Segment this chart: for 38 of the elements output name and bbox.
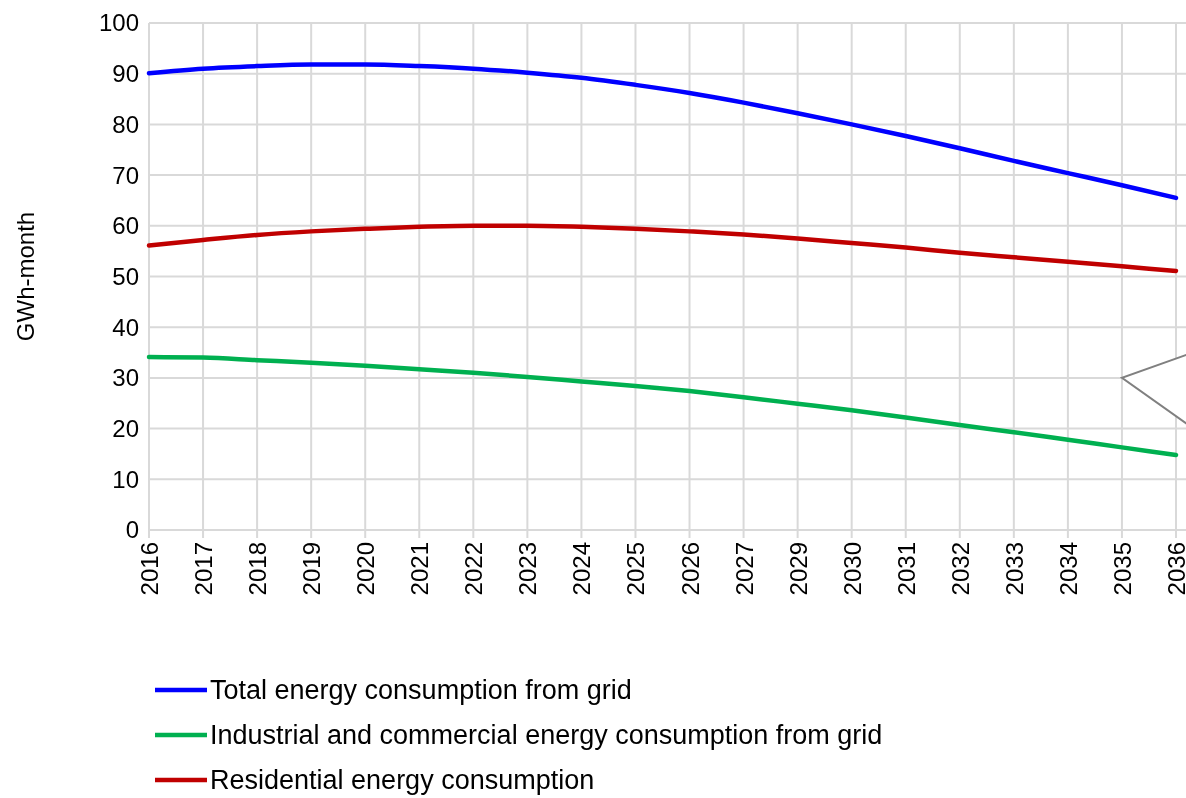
x-tick-label: 2034 [1054,542,1082,596]
line-series [146,354,1179,458]
x-tick-label: 2016 [136,542,163,596]
x-tick-label: 2025 [622,542,650,596]
y-tick-label: 50 [112,262,139,290]
x-tick-label: 2024 [568,542,596,596]
x-tick-label: 2036 [1163,542,1186,596]
line-series [146,223,1179,274]
x-tick-label: 2021 [406,542,434,596]
y-tick-label: 0 [125,516,139,544]
x-tick-label: 2018 [244,542,272,596]
x-tick-label: 2020 [352,542,380,596]
x-tick-label: 2033 [1000,542,1028,596]
x-tick-label: 2032 [946,542,974,596]
x-tick-label: 2027 [730,542,758,596]
x-tick-label: 2023 [514,542,542,596]
x-tick-label: 2035 [1108,542,1136,596]
y-tick-label: 20 [112,415,139,442]
y-tick-label: 10 [112,465,139,493]
y-tick-label: 60 [112,212,139,240]
x-tick-label: 2017 [190,542,218,596]
y-tick-label: 30 [112,364,139,392]
x-tick-label: 2030 [838,542,866,596]
y-tick-label: 40 [112,313,139,341]
x-tick-label: 2031 [892,542,920,596]
y-tick-label: 80 [112,110,139,138]
y-axis-title: GWh-month [12,211,39,342]
x-tick-label: 2019 [298,542,326,596]
x-tick-label: 2026 [676,542,704,596]
legend-label: Total energy consumption from grid [210,675,632,706]
y-tick-label: 70 [112,161,139,189]
legend-label: Residential energy consumption [210,765,595,796]
legend-label: Industrial and commercial energy consumption from grid [210,720,883,751]
y-tick-label: 90 [112,60,139,88]
x-tick-label: 2029 [784,542,812,596]
line-series [146,62,1179,201]
y-tick-label: 100 [98,9,139,37]
x-tick-label: 2022 [460,542,488,596]
